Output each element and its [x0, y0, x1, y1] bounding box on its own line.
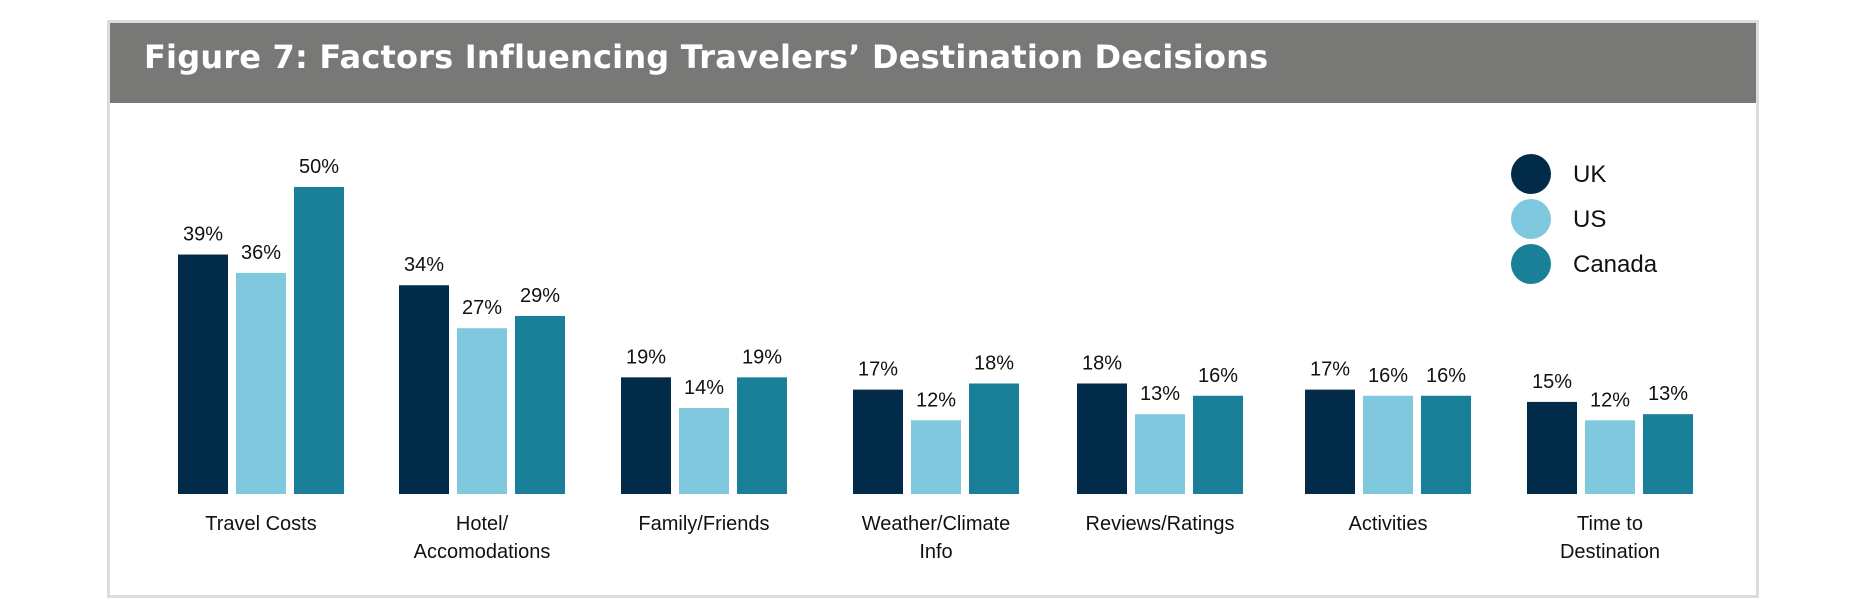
legend-swatch-canada — [1511, 244, 1551, 284]
bar-canada-5 — [1421, 395, 1471, 494]
legend-swatch-us — [1511, 199, 1551, 239]
data-label: 19% — [742, 346, 782, 368]
legend-label-us: US — [1573, 206, 1606, 233]
data-label: 16% — [1426, 365, 1466, 387]
title-bar: Figure 7: Factors Influencing Travelers’… — [110, 23, 1756, 103]
bar-uk-0 — [178, 254, 228, 494]
bar-uk-1 — [399, 285, 449, 494]
bar-uk-6 — [1527, 401, 1577, 494]
data-label: 13% — [1140, 383, 1180, 405]
bar-us-0 — [236, 272, 286, 494]
category-label: Info — [919, 541, 952, 563]
category-label: Hotel/ — [456, 513, 509, 535]
data-label: 16% — [1198, 365, 1238, 387]
data-label: 15% — [1532, 371, 1572, 393]
data-label: 34% — [404, 254, 444, 276]
data-label: 14% — [684, 377, 724, 399]
category-label: Destination — [1560, 541, 1660, 563]
bar-uk-2 — [621, 377, 671, 494]
data-label: 12% — [916, 389, 956, 411]
bar-us-3 — [911, 420, 961, 494]
category-label: Travel Costs — [205, 513, 317, 535]
bar-us-5 — [1363, 395, 1413, 494]
data-label: 39% — [183, 224, 223, 246]
category-label: Reviews/Ratings — [1086, 513, 1235, 535]
data-label: 16% — [1368, 365, 1408, 387]
data-label: 18% — [1082, 352, 1122, 374]
category-label: Accomodations — [414, 541, 551, 563]
data-label: 19% — [626, 346, 666, 368]
data-label: 17% — [1310, 359, 1350, 381]
category-label: Family/Friends — [638, 513, 769, 535]
bar-us-4 — [1135, 414, 1185, 494]
figure-frame: Figure 7: Factors Influencing Travelers’… — [107, 20, 1759, 598]
bar-uk-3 — [853, 389, 903, 494]
data-label: 17% — [858, 359, 898, 381]
bar-canada-3 — [969, 383, 1019, 494]
figure-title: Figure 7: Factors Influencing Travelers’… — [144, 38, 1269, 76]
bar-uk-4 — [1077, 383, 1127, 494]
bar-canada-6 — [1643, 414, 1693, 494]
category-label: Time to — [1577, 513, 1643, 535]
bar-us-1 — [457, 328, 507, 494]
bar-canada-2 — [737, 377, 787, 494]
legend-swatch-uk — [1511, 154, 1551, 194]
data-label: 36% — [241, 242, 281, 264]
legend-label-canada: Canada — [1573, 251, 1658, 278]
bar-canada-4 — [1193, 395, 1243, 494]
category-label: Activities — [1349, 513, 1428, 535]
bar-uk-5 — [1305, 389, 1355, 494]
data-label: 27% — [462, 297, 502, 319]
data-label: 12% — [1590, 389, 1630, 411]
data-label: 13% — [1648, 383, 1688, 405]
data-label: 29% — [520, 285, 560, 307]
data-label: 18% — [974, 352, 1014, 374]
bar-canada-0 — [294, 187, 344, 494]
data-label: 50% — [299, 156, 339, 178]
bar-us-6 — [1585, 420, 1635, 494]
legend-label-uk: UK — [1573, 161, 1606, 188]
bar-canada-1 — [515, 315, 565, 494]
bar-us-2 — [679, 408, 729, 494]
category-label: Weather/Climate — [862, 513, 1011, 535]
